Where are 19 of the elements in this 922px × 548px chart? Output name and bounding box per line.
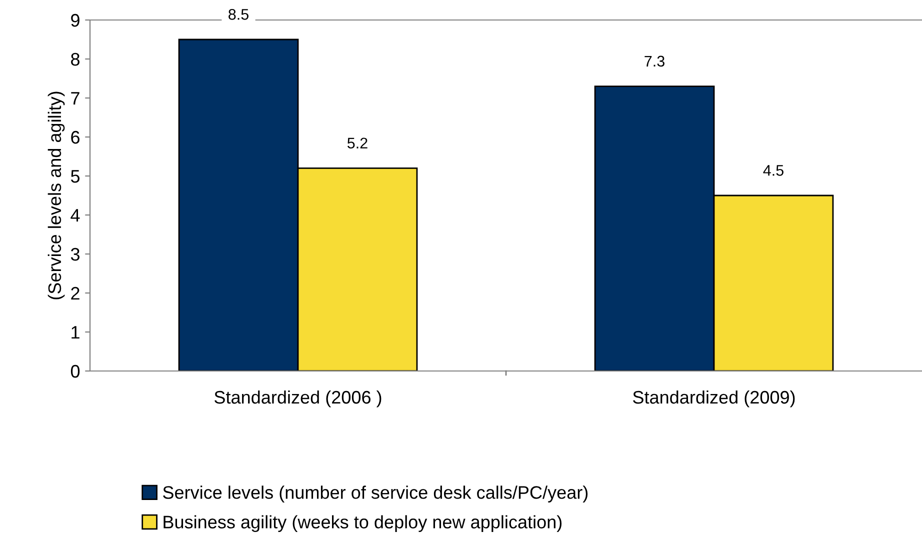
- y-tick-label: 6: [71, 130, 80, 144]
- legend-label: Business agility (weeks to deploy new application): [164, 515, 562, 532]
- data-label: 4.5: [763, 165, 784, 176]
- y-tick-label: 3: [70, 248, 80, 261]
- y-tick-label: 1: [72, 326, 80, 339]
- y-axis-title: (Service levels and agility): [48, 92, 65, 300]
- y-tick-label: 7: [71, 92, 80, 105]
- data-label: 8.5: [228, 8, 248, 20]
- y-tick-label: 4: [70, 209, 80, 222]
- data-label: 7.3: [644, 56, 664, 67]
- y-tick-label: 9: [71, 14, 80, 27]
- data-label: 5.2: [347, 138, 368, 149]
- y-tick-label: 2: [71, 286, 80, 300]
- legend-label: Service levels (number of service desk calls/PC/year): [163, 486, 588, 502]
- y-tick-label: 5: [70, 170, 80, 183]
- x-tick-label: Standardized (2006 ): [214, 390, 382, 408]
- y-tick-label: 8: [71, 52, 80, 66]
- y-tick-label: 0: [70, 364, 80, 378]
- x-tick-label: Standardized (2009): [633, 390, 795, 408]
